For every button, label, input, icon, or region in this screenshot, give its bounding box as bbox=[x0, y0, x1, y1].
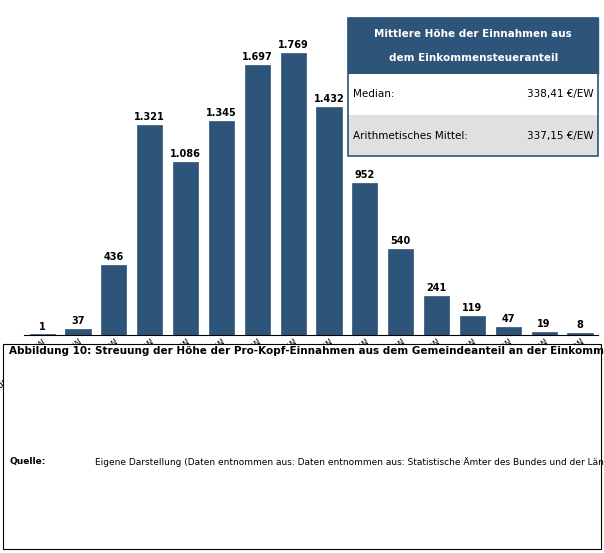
Text: 1.345: 1.345 bbox=[206, 108, 237, 118]
Bar bbox=[424, 296, 449, 335]
Text: 1: 1 bbox=[39, 321, 45, 332]
Bar bbox=[496, 327, 521, 335]
Text: 1.432: 1.432 bbox=[313, 94, 344, 104]
Bar bbox=[316, 107, 341, 335]
Text: 540: 540 bbox=[391, 236, 411, 246]
Bar bbox=[209, 121, 234, 335]
Text: 241: 241 bbox=[426, 283, 447, 294]
Text: 1.086: 1.086 bbox=[170, 149, 201, 159]
Text: 1.321: 1.321 bbox=[134, 112, 165, 122]
Text: Abbildung 10:: Abbildung 10: bbox=[9, 347, 91, 357]
Text: Streuung der Höhe der Pro-Kopf-Einnahmen aus dem Gemeindeanteil an der Einkommen: Streuung der Höhe der Pro-Kopf-Einnahmen… bbox=[95, 347, 604, 357]
Text: 1.769: 1.769 bbox=[278, 40, 309, 50]
Bar bbox=[568, 333, 593, 335]
Bar bbox=[388, 249, 413, 335]
Text: Quelle:: Quelle: bbox=[9, 457, 45, 466]
Text: 338,41 €/EW: 338,41 €/EW bbox=[527, 90, 593, 100]
FancyBboxPatch shape bbox=[349, 115, 598, 156]
Bar bbox=[101, 265, 126, 335]
Bar bbox=[137, 124, 162, 335]
Text: 47: 47 bbox=[501, 314, 515, 324]
Text: Eigene Darstellung (Daten entnommen aus: Daten entnommen aus: Statistische Ämter: Eigene Darstellung (Daten entnommen aus:… bbox=[95, 457, 604, 467]
Text: 337,15 €/EW: 337,15 €/EW bbox=[527, 131, 593, 141]
Bar bbox=[281, 53, 306, 335]
Text: 19: 19 bbox=[538, 319, 551, 328]
Text: Arithmetisches Mittel:: Arithmetisches Mittel: bbox=[353, 131, 468, 141]
Text: 8: 8 bbox=[577, 320, 583, 331]
Text: 119: 119 bbox=[462, 303, 483, 313]
Bar bbox=[65, 328, 91, 335]
FancyBboxPatch shape bbox=[349, 74, 598, 115]
Text: 436: 436 bbox=[104, 252, 124, 262]
Text: Mittlere Höhe der Einnahmen aus: Mittlere Höhe der Einnahmen aus bbox=[374, 29, 572, 39]
Text: 37: 37 bbox=[71, 316, 85, 326]
Text: Median:: Median: bbox=[353, 90, 394, 100]
Bar bbox=[460, 316, 485, 335]
Text: dem Einkommensteueranteil: dem Einkommensteueranteil bbox=[388, 53, 557, 63]
Text: 952: 952 bbox=[355, 170, 375, 180]
Bar bbox=[173, 162, 198, 335]
Text: 1.697: 1.697 bbox=[242, 52, 272, 62]
FancyBboxPatch shape bbox=[349, 18, 598, 74]
Bar bbox=[532, 332, 557, 335]
FancyBboxPatch shape bbox=[3, 345, 601, 549]
Bar bbox=[245, 65, 270, 335]
Bar bbox=[352, 183, 378, 335]
